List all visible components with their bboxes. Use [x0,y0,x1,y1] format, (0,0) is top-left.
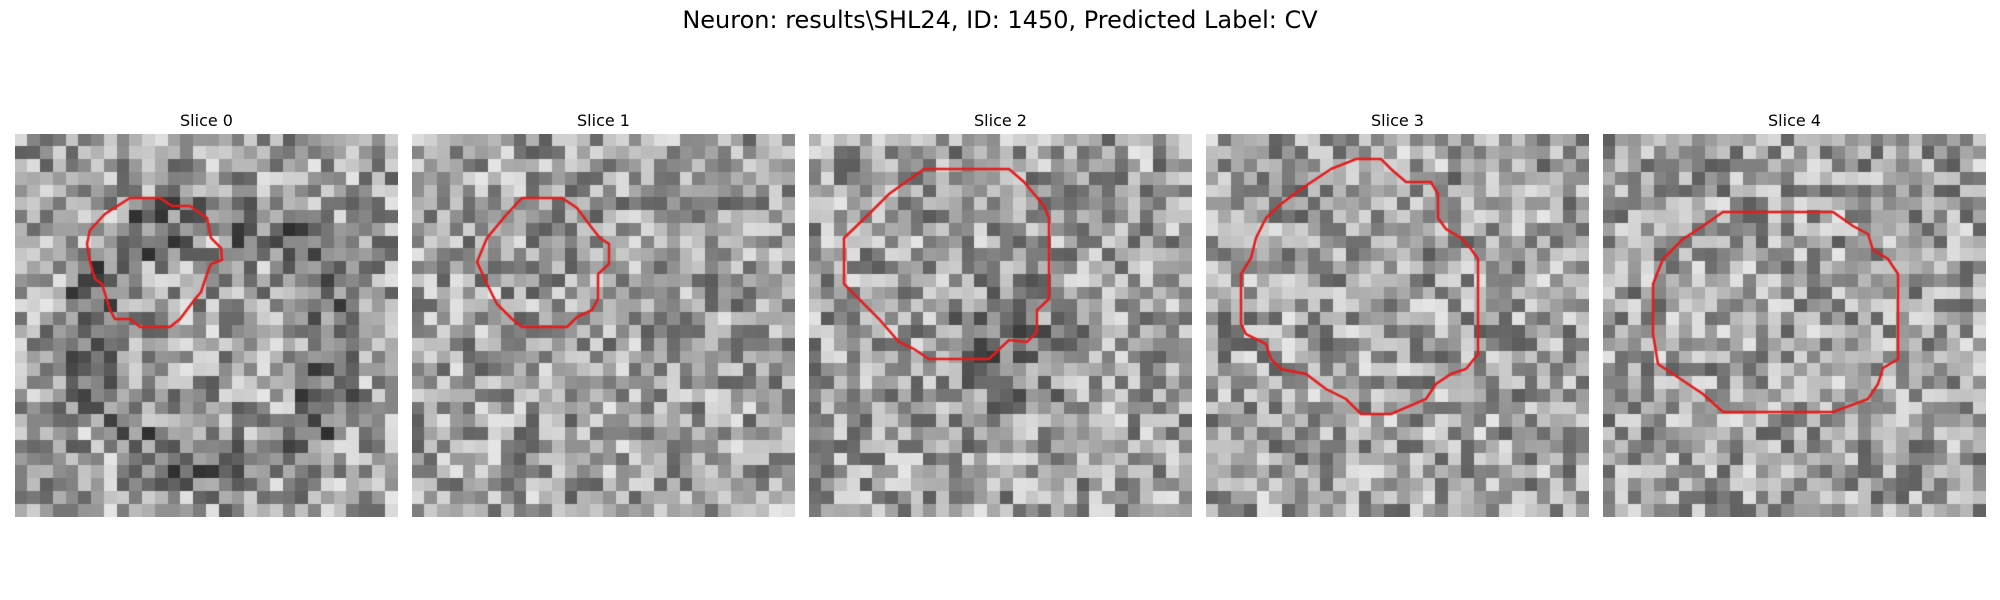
slice-title: Slice 3 [1371,111,1424,130]
slice-panel-3: Slice 3 [1206,110,1589,517]
figure-title: Neuron: results\SHL24, ID: 1450, Predict… [682,6,1318,34]
slice-image [412,134,795,517]
slice-panel-2: Slice 2 [809,110,1192,517]
slice-image [1603,134,1986,517]
slice-title: Slice 2 [974,111,1027,130]
slice-panel-0: Slice 0 [15,110,398,517]
slice-image [809,134,1192,517]
slice-title: Slice 4 [1768,111,1821,130]
slice-image [15,134,398,517]
slice-title: Slice 0 [180,111,233,130]
slice-panel-4: Slice 4 [1603,110,1986,517]
slice-title: Slice 1 [577,111,630,130]
slice-image [1206,134,1589,517]
slice-panel-1: Slice 1 [412,110,795,517]
